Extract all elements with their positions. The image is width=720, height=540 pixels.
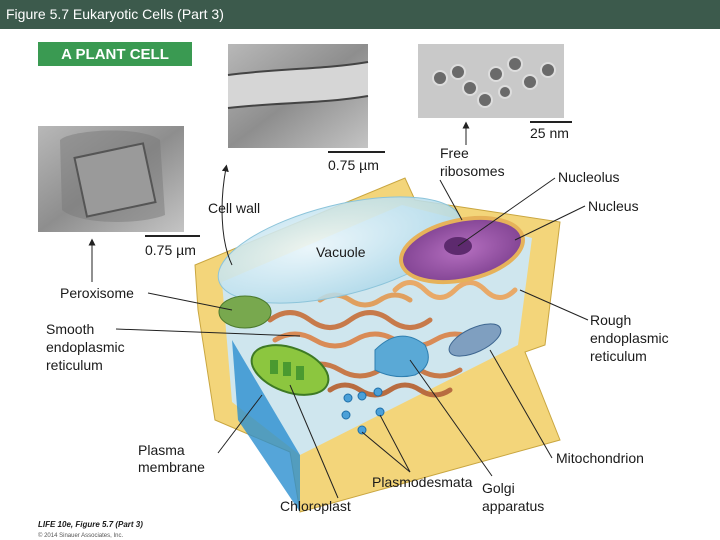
leader-lines-part: [361, 431, 411, 473]
scale-label: 0.75 µm: [145, 242, 196, 258]
cell-illustration-part: [218, 295, 272, 329]
cell-illustration-part-part: [357, 425, 367, 435]
label: Plasmodesmata: [372, 474, 473, 490]
cell-illustration-part-part: [296, 366, 304, 380]
cell-illustration-part: [267, 280, 518, 398]
scale-label: 0.75 µm: [328, 157, 379, 173]
credit-copyright: © 2014 Sinauer Associates, Inc.: [38, 532, 123, 539]
leader-lines-part: [514, 205, 586, 241]
leader-lines: [115, 177, 589, 499]
label: endoplasmic: [46, 339, 125, 355]
cell-illustration-part-part: [375, 407, 385, 417]
micrograph-ribosomes-part-part: [540, 62, 556, 78]
leader-lines-part: [519, 289, 589, 321]
arrows-part: [221, 164, 233, 266]
label: Smooth: [46, 321, 94, 337]
cell-illustration: [194, 177, 561, 513]
labels: Free ribosomes Nucleolus Nucleus Cell wa…: [46, 145, 669, 514]
arrows: [88, 121, 470, 282]
heading: A PLANT CELL: [61, 46, 169, 63]
label: Mitochondrion: [556, 450, 644, 466]
leader-lines-part: [457, 177, 556, 247]
micrograph-ribosomes-part-part: [498, 85, 512, 99]
label: membrane: [138, 459, 205, 475]
label: Vacuole: [316, 244, 366, 260]
label: Free: [440, 145, 469, 161]
label: Rough: [590, 312, 631, 328]
cell-illustration-part-part: [272, 331, 478, 349]
leader-lines-part: [289, 384, 339, 499]
heading-box: A PLANT CELL: [38, 42, 192, 66]
leader-lines-part: [115, 328, 301, 337]
micrograph-ribosomes-part-part: [462, 80, 478, 96]
header-bar: Figure 5.7 Eukaryotic Cells (Part 3): [0, 0, 720, 29]
label: apparatus: [482, 498, 544, 514]
credit: LIFE 10e, Figure 5.7 (Part 3) © 2014 Sin…: [38, 520, 143, 539]
micrograph-peroxisome-part: [73, 142, 157, 218]
cell-illustration-part-part: [267, 310, 433, 330]
micrograph-ribosomes-part-part: [432, 70, 448, 86]
label: ribosomes: [440, 163, 505, 179]
cell-illustration-part-part: [270, 360, 278, 374]
cell-illustration-part-part: [283, 362, 291, 376]
label: Peroxisome: [60, 285, 134, 301]
leader-lines-part: [147, 292, 233, 311]
cell-illustration-part-part: [392, 280, 518, 300]
scale-bar: 0.75 µm 0.75 µm 25 nm: [145, 121, 572, 258]
cell-illustration-part-part: [341, 410, 351, 420]
cell-illustration-part: [270, 360, 304, 380]
micrograph-ribosomes-part: [432, 56, 556, 108]
micrograph-ribosomes-part-part: [488, 66, 504, 82]
label: reticulum: [590, 348, 647, 364]
heading-box-part: [38, 42, 192, 66]
leader-lines-part: [379, 414, 411, 473]
label: Plasma: [138, 442, 185, 458]
micrograph-ribosomes-part-part: [477, 92, 493, 108]
micrograph-peroxisome: [38, 126, 184, 232]
micrograph-ribosomes: [418, 44, 564, 118]
micrograph-ribosomes-part-part: [522, 74, 538, 90]
leader-lines-part: [409, 359, 493, 477]
cell-illustration-part-part: [357, 391, 367, 401]
label: Golgi: [482, 480, 515, 496]
leader-lines-part: [489, 349, 553, 459]
credit-source: LIFE 10e, Figure 5.7 (Part 3): [38, 520, 143, 529]
micrograph-cell-wall-part: [227, 61, 369, 109]
header-title: Figure 5.7 Eukaryotic Cells (Part 3): [6, 6, 224, 22]
label: Nucleolus: [558, 169, 619, 185]
label: endoplasmic: [590, 330, 669, 346]
cell-illustration-part-part: [343, 393, 353, 403]
leader-lines-part: [439, 179, 463, 221]
micrograph-ribosomes-part-part: [450, 64, 466, 80]
leader-lines-part: [217, 394, 263, 454]
label: reticulum: [46, 357, 103, 373]
header-bar-part: [0, 0, 720, 29]
cell-illustration-part: [341, 387, 385, 435]
label: Cell wall: [208, 200, 260, 216]
cell-illustration-part: [232, 340, 300, 512]
micrograph-ribosomes-part-part: [507, 56, 523, 72]
cell-illustration-part: [448, 323, 502, 357]
micrograph-cell-wall: [227, 44, 369, 148]
label: Nucleus: [588, 198, 639, 214]
cell-illustration-part-part: [373, 387, 383, 397]
cell-illustration-part-part: [327, 382, 453, 398]
micrograph-cell-wall-part: [228, 62, 368, 108]
scale-label: 25 nm: [530, 125, 569, 141]
label: Chloroplast: [280, 498, 351, 514]
